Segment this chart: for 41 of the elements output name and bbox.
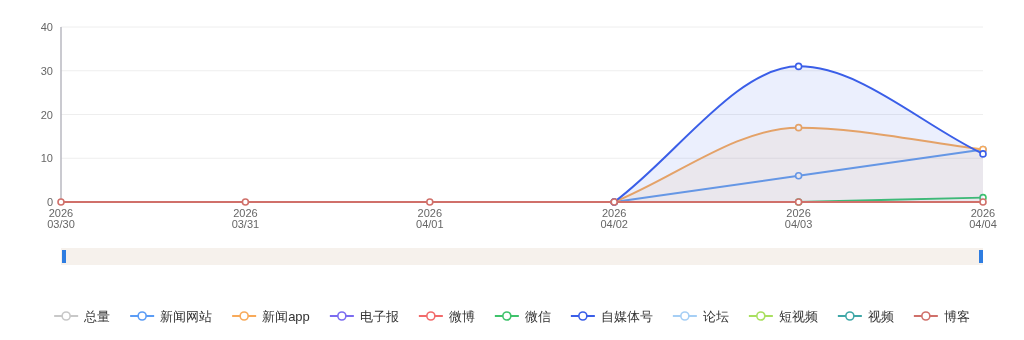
y-tick-label: 40 — [40, 21, 53, 33]
legend-label: 新闻app — [262, 309, 310, 324]
point — [979, 198, 987, 206]
legend-item: 视频 — [836, 309, 894, 324]
legend-item: 总量 — [53, 309, 111, 324]
legend-item: 短视频 — [747, 309, 818, 324]
point — [979, 150, 987, 158]
legend-label: 微信 — [524, 309, 551, 324]
x-tick-label: 2026 04/01 — [416, 207, 444, 230]
legend-label: 短视频 — [778, 309, 818, 324]
x-tick-label: 2026 04/02 — [600, 207, 628, 230]
legend-label: 微博 — [448, 309, 475, 324]
legend-item: 论坛 — [671, 309, 729, 324]
legend-item: 新闻网站 — [129, 309, 213, 324]
point — [794, 171, 803, 180]
y-tick-label: 0 — [46, 196, 53, 208]
point — [794, 123, 803, 132]
legend-label: 自媒体号 — [600, 309, 653, 324]
legend-label: 博客 — [943, 309, 970, 324]
legend-item: 电子报 — [328, 309, 399, 324]
y-tick-label: 10 — [40, 152, 53, 165]
x-tick-label: 2026 03/31 — [231, 207, 260, 230]
x-tick-label: 2026 04/04 — [969, 207, 997, 230]
legend-item: 微博 — [417, 309, 475, 324]
legend-label: 总量 — [83, 309, 111, 324]
point — [241, 198, 250, 206]
legend-item: 新闻app — [231, 309, 310, 324]
legend-label: 视频 — [867, 309, 894, 324]
point — [794, 62, 803, 71]
legend-item: 微信 — [493, 309, 551, 324]
point — [426, 198, 434, 206]
point — [57, 198, 65, 206]
y-tick-label: 20 — [40, 108, 53, 121]
legend-label: 电子报 — [359, 309, 399, 324]
legend-item: 博客 — [912, 309, 970, 324]
x-tick-label: 2026 04/03 — [784, 207, 813, 230]
x-tick-label: 2026 03/30 — [47, 207, 75, 230]
legend-item: 自媒体号 — [569, 309, 653, 324]
y-tick-label: 30 — [40, 64, 53, 77]
legend-label: 新闻网站 — [160, 309, 213, 324]
legend-label: 论坛 — [702, 309, 729, 324]
